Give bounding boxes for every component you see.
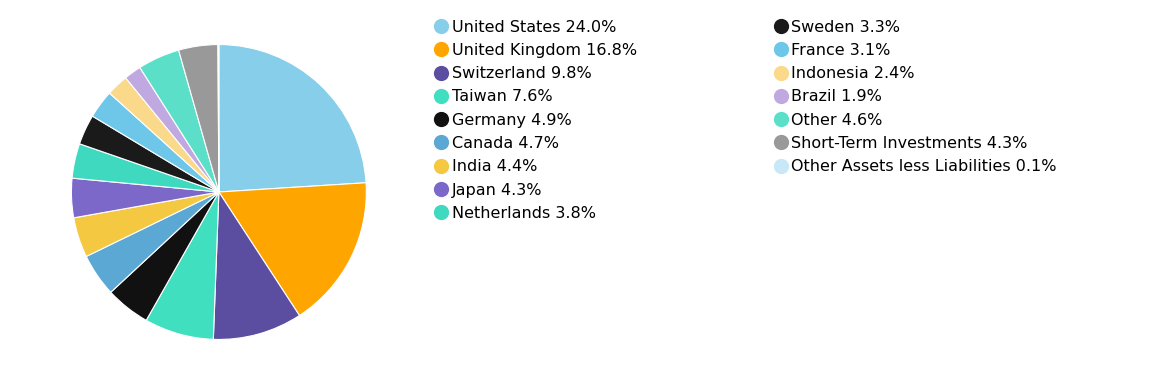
Legend: Sweden 3.3%, France 3.1%, Indonesia 2.4%, Brazil 1.9%, Other 4.6%, Short-Term In: Sweden 3.3%, France 3.1%, Indonesia 2.4%… bbox=[776, 20, 1056, 174]
Wedge shape bbox=[109, 78, 219, 192]
Wedge shape bbox=[111, 192, 219, 320]
Wedge shape bbox=[71, 178, 219, 218]
Wedge shape bbox=[213, 192, 300, 339]
Wedge shape bbox=[219, 45, 366, 192]
Wedge shape bbox=[139, 50, 219, 192]
Wedge shape bbox=[179, 45, 219, 192]
Wedge shape bbox=[73, 144, 219, 192]
Wedge shape bbox=[79, 116, 219, 192]
Wedge shape bbox=[92, 93, 219, 192]
Wedge shape bbox=[74, 192, 219, 257]
Wedge shape bbox=[126, 68, 219, 192]
Wedge shape bbox=[146, 192, 219, 339]
Wedge shape bbox=[219, 183, 366, 316]
Wedge shape bbox=[86, 192, 219, 292]
